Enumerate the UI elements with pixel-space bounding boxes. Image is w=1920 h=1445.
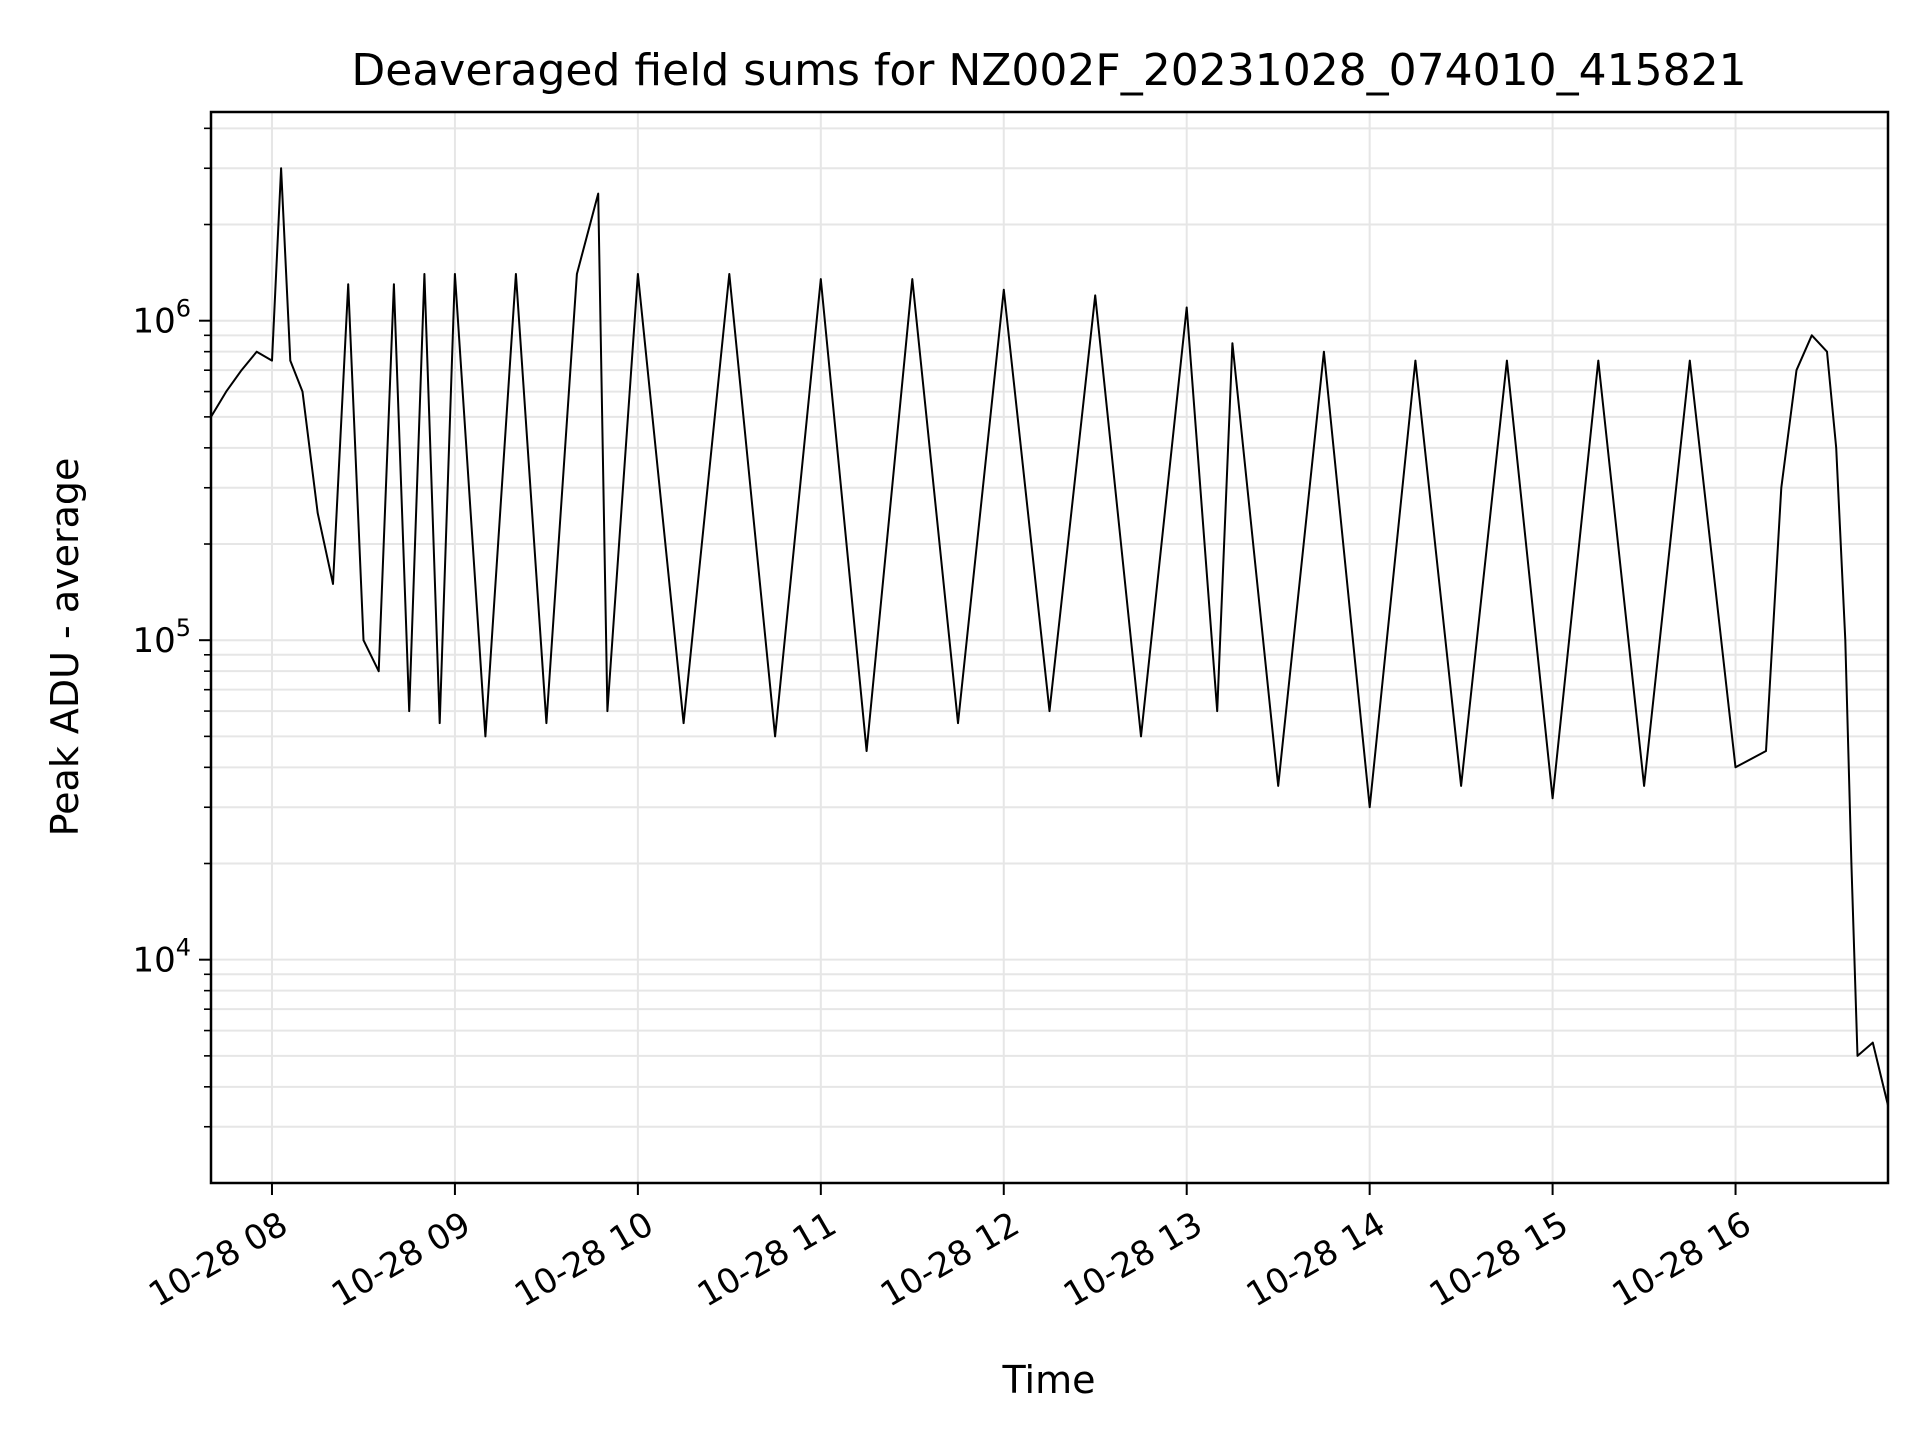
data-point xyxy=(332,583,334,585)
y-axis: 104 105 106 xyxy=(132,127,211,1128)
data-point xyxy=(1810,334,1813,337)
data-point xyxy=(280,167,282,170)
data-point xyxy=(682,722,685,724)
y-tick-label: 106 xyxy=(132,295,191,342)
data-point xyxy=(1460,785,1462,787)
data-point xyxy=(1185,306,1188,309)
data-point xyxy=(347,283,350,286)
data-point xyxy=(408,710,410,712)
data-point xyxy=(1277,785,1279,787)
data-point xyxy=(393,283,395,286)
data-point xyxy=(1826,350,1828,353)
data-point xyxy=(1094,294,1097,297)
data-point xyxy=(1643,785,1645,787)
data-point xyxy=(576,273,578,275)
data-point xyxy=(545,722,548,724)
data-point xyxy=(438,722,441,724)
y-tick-label: 105 xyxy=(132,614,191,661)
data-point xyxy=(255,350,258,353)
data-point xyxy=(484,735,487,738)
data-point xyxy=(1795,369,1798,371)
data-point xyxy=(1048,710,1051,712)
data-point xyxy=(271,359,273,362)
data-point xyxy=(774,735,776,738)
data-point xyxy=(597,192,600,195)
data-point xyxy=(316,512,319,514)
data-point xyxy=(957,722,959,724)
data-point xyxy=(911,278,914,280)
data-point xyxy=(1844,639,1847,641)
data-point xyxy=(1414,359,1417,362)
y-axis-label: Peak ADU - average xyxy=(43,458,87,837)
data-point xyxy=(1323,350,1325,353)
data-point xyxy=(865,750,868,752)
data-point xyxy=(1551,797,1554,800)
data-point xyxy=(1780,486,1783,489)
data-point xyxy=(1734,766,1737,769)
data-point xyxy=(1506,359,1508,362)
data-point xyxy=(1871,1041,1874,1044)
data-point xyxy=(289,359,292,362)
grid-minor xyxy=(211,127,1888,1128)
data-point xyxy=(515,273,517,275)
plot-area xyxy=(211,167,1888,1107)
data-point xyxy=(1835,447,1837,449)
data-point xyxy=(820,278,822,280)
data-point xyxy=(1140,735,1142,738)
series-group xyxy=(211,167,1888,1107)
data-point xyxy=(377,670,380,672)
y-tick-label: 104 xyxy=(132,934,191,981)
data-point xyxy=(1597,359,1600,362)
x-axis-label: Time xyxy=(1002,1358,1096,1402)
data-point xyxy=(1368,806,1371,809)
chart-title: Deaveraged field sums for NZ002F_2023102… xyxy=(351,45,1746,96)
data-point xyxy=(225,390,228,393)
data-point xyxy=(1231,342,1234,345)
data-point xyxy=(1689,359,1691,362)
data-point xyxy=(1765,750,1767,752)
data-point xyxy=(1216,710,1218,712)
data-point xyxy=(606,710,609,712)
data-point xyxy=(1002,288,1005,291)
data-point xyxy=(1856,1055,1859,1057)
axes-frame xyxy=(209,110,1890,1185)
data-point xyxy=(728,273,731,275)
data-point xyxy=(423,273,426,275)
data-point xyxy=(454,273,456,275)
data-point xyxy=(362,639,365,641)
data-point xyxy=(301,390,304,393)
data-point xyxy=(1850,862,1853,865)
data-point xyxy=(240,369,243,371)
data-point xyxy=(637,273,639,275)
